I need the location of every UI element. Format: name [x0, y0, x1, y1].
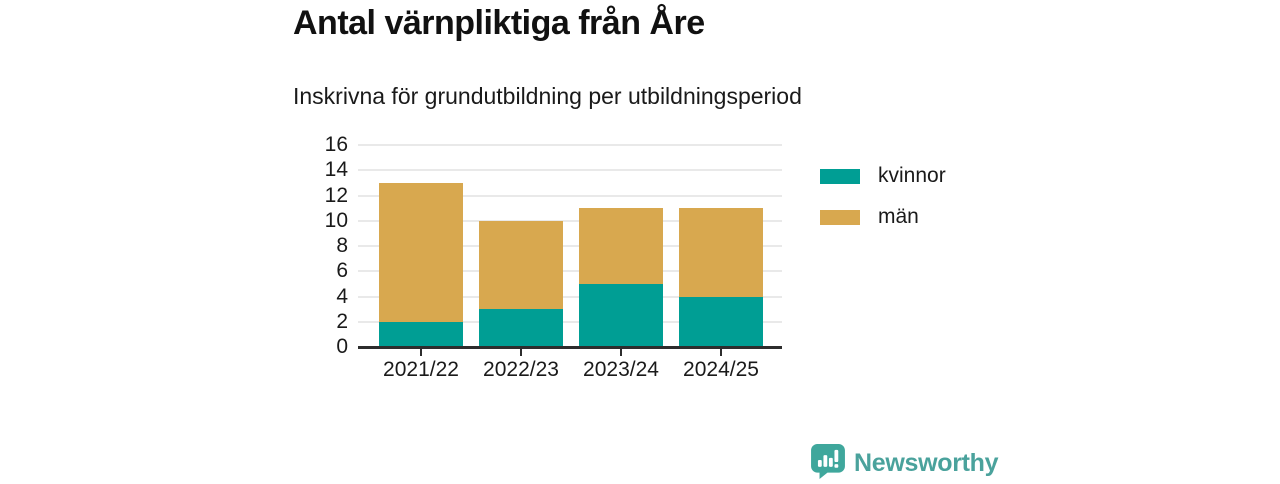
newsworthy-logo-text: Newsworthy	[854, 449, 999, 477]
gridline-y2	[358, 320, 782, 323]
legend-label-män: män	[878, 205, 919, 228]
newsworthy-logo-icon	[810, 443, 846, 484]
branding: Newsworthy	[810, 443, 999, 484]
chart-subtitle: Inskrivna för grundutbildning per utbild…	[293, 83, 802, 109]
bar-2023/24-kvinnor	[579, 283, 663, 347]
x-tick-label-2024/25: 2024/25	[683, 358, 759, 381]
y-tick-label-2: 2	[336, 309, 348, 333]
x-tick-label-2023/24: 2023/24	[583, 358, 659, 381]
x-tick-2021/22	[420, 349, 422, 356]
x-tick-2022/23	[520, 349, 522, 356]
bar-2022/23-män	[479, 220, 563, 310]
y-tick-label-6: 6	[336, 259, 348, 283]
y-tick-label-12: 12	[324, 183, 348, 207]
gridline-y4	[358, 295, 782, 298]
x-tick-label-2022/23: 2022/23	[483, 358, 559, 381]
gridline-y6	[358, 270, 782, 273]
y-tick-label-10: 10	[324, 208, 348, 232]
bar-2021/22-män	[379, 182, 463, 322]
gridline-y12	[358, 194, 782, 197]
y-tick-label-4: 4	[336, 284, 348, 308]
x-tick-2023/24	[620, 349, 622, 356]
gridline-y14	[358, 169, 782, 172]
y-tick-label-8: 8	[336, 234, 348, 257]
x-tick-label-2021/22: 2021/22	[383, 358, 459, 381]
legend: kvinnor män	[820, 164, 946, 246]
gridline-y16	[358, 144, 782, 146]
bar-2024/25-kvinnor	[679, 296, 763, 347]
y-tick-label-14: 14	[324, 158, 348, 182]
gridline-y10	[358, 219, 782, 222]
bar-2024/25-män	[679, 208, 763, 297]
legend-swatch-män	[820, 209, 860, 225]
x-tick-2024/25	[720, 349, 722, 356]
bar-2022/23-kvinnor	[479, 309, 563, 347]
y-tick-label-0: 0	[336, 335, 348, 358]
gridline-y8	[358, 245, 782, 247]
bar-2021/22-kvinnor	[379, 321, 463, 347]
legend-item-kvinnor: kvinnor	[820, 164, 946, 188]
legend-swatch-kvinnor	[820, 168, 860, 184]
bar-2023/24-män	[579, 208, 663, 284]
chart-title: Antal värnpliktiga från Åre	[293, 4, 705, 42]
x-axis-line	[358, 346, 782, 349]
legend-label-kvinnor: kvinnor	[878, 164, 946, 187]
plot-area: 0 2 4 6 8 10 12 14 16 2021/22 2022/23 2023/24 2024/2…	[325, 133, 782, 381]
legend-item-män: män	[820, 205, 946, 229]
y-tick-label-16: 16	[324, 133, 348, 156]
